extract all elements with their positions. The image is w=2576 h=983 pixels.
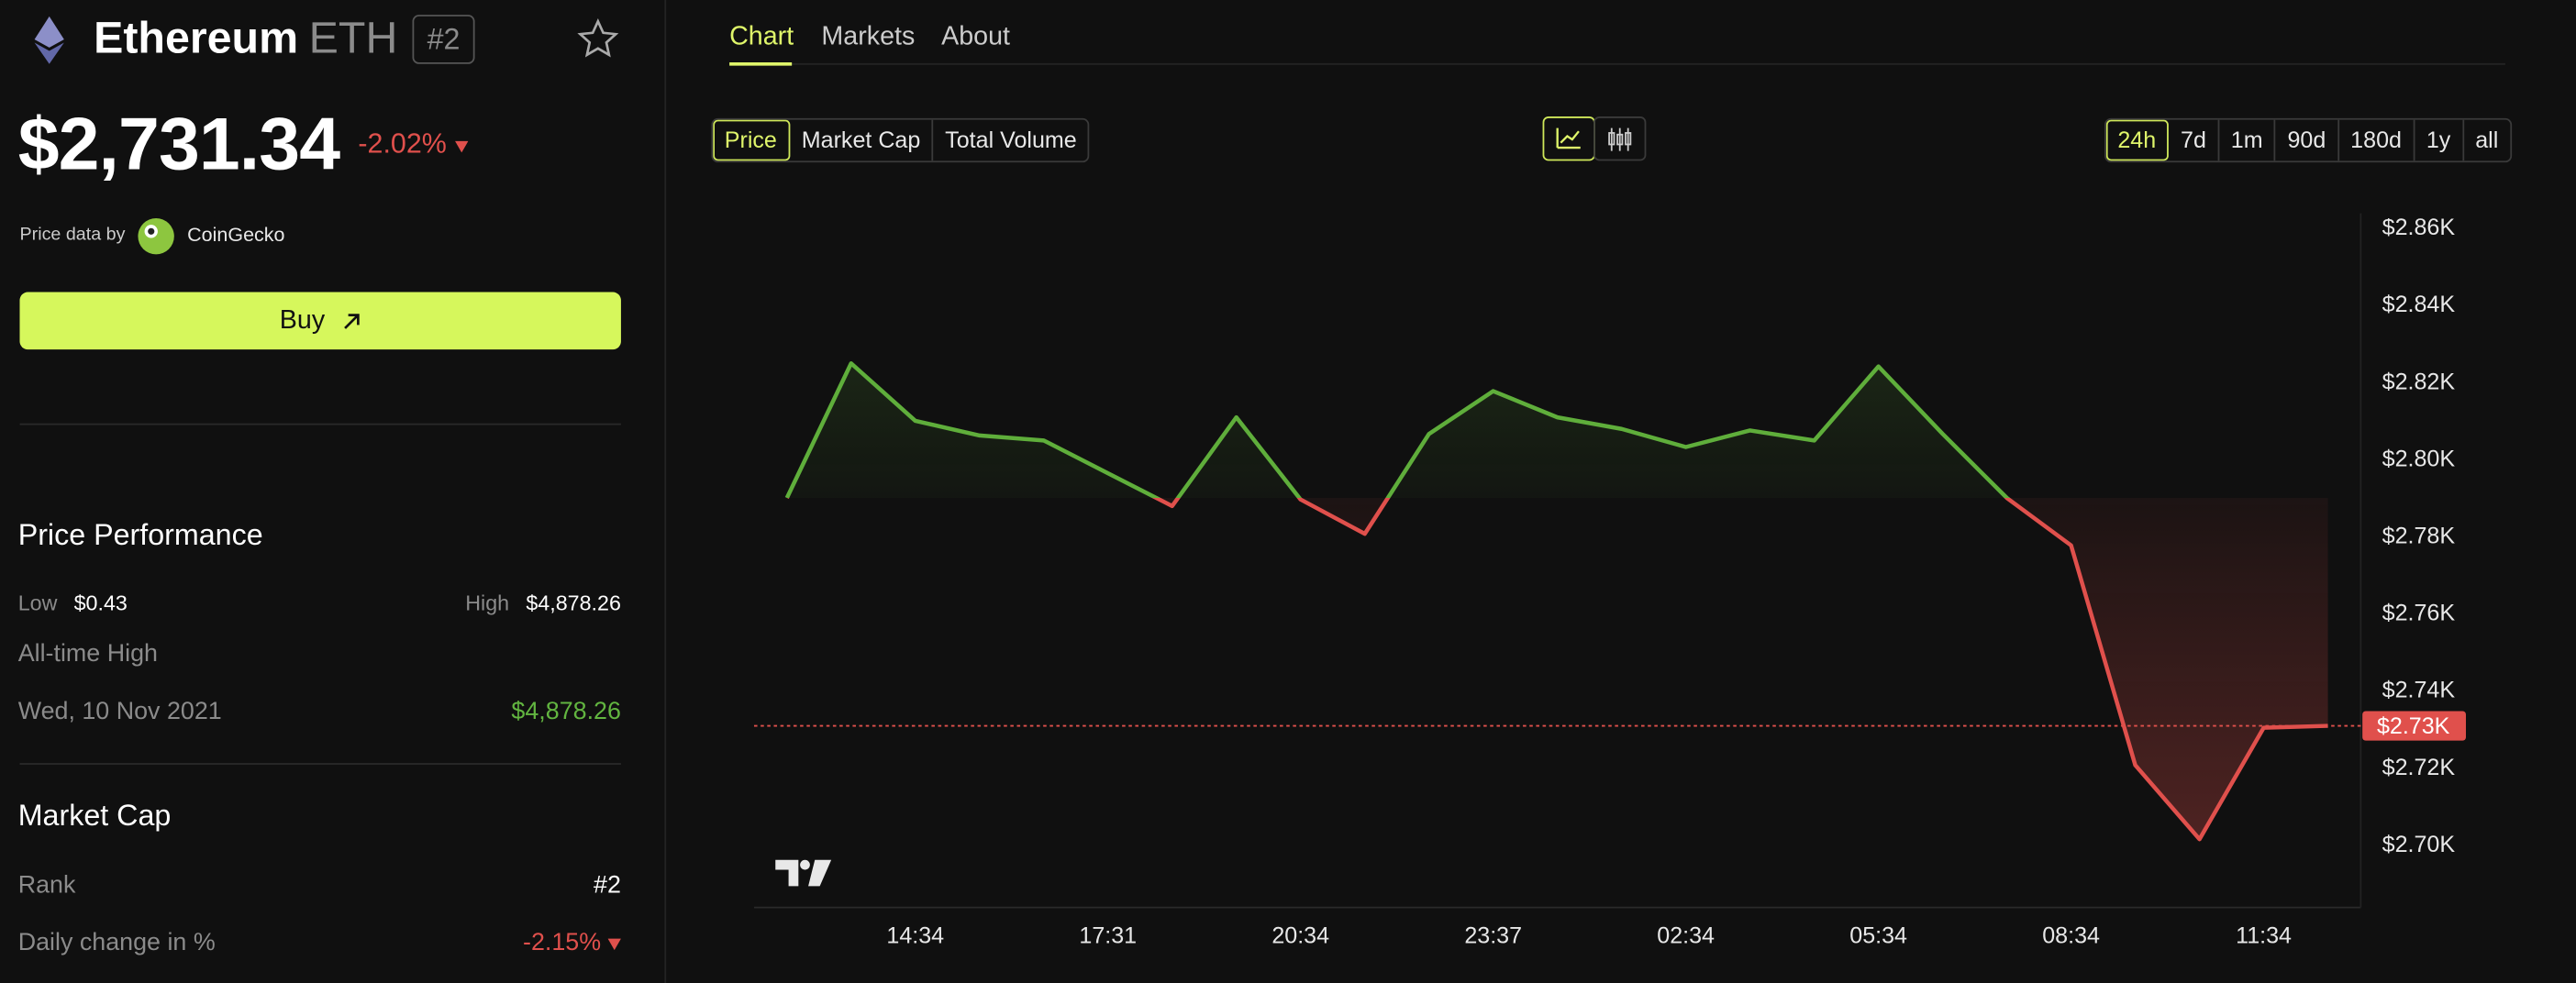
source-name: CoinGecko: [187, 223, 285, 247]
daily-change-label: Daily change in %: [17, 928, 216, 957]
current-price-badge: [2362, 711, 2466, 741]
daily-change: -2.15%: [523, 929, 621, 956]
range-button[interactable]: 7d: [2169, 119, 2220, 161]
x-tick-label: 20:34: [1271, 922, 1329, 948]
source-prefix: Price data by: [19, 225, 126, 245]
coin-symbol: ETH: [308, 13, 398, 63]
y-tick-label: $2.84K: [2382, 292, 2456, 317]
tab[interactable]: Chart: [729, 23, 794, 51]
separator: [19, 763, 621, 765]
ath-label: All-time High: [17, 639, 158, 668]
section-title: Market Cap: [17, 799, 172, 833]
price-area: [786, 363, 2328, 840]
x-tick-label: 02:34: [1657, 922, 1715, 948]
metric-button[interactable]: Total Volume: [945, 126, 1077, 153]
y-tick-label: $2.82K: [2382, 369, 2456, 394]
price: $2,731.34: [17, 101, 340, 186]
metric-button[interactable]: Price: [713, 119, 791, 161]
eth-logo: [34, 16, 64, 64]
separator: [19, 423, 621, 425]
tab[interactable]: About: [941, 23, 1011, 51]
price-line: [784, 361, 2328, 842]
range-group: 24h 7d 1m 90d 180d 1y all: [2104, 117, 2512, 163]
y-tick-label: $2.76K: [2382, 601, 2456, 626]
range-button[interactable]: 1y: [2415, 119, 2464, 161]
buy-button[interactable]: Buy: [19, 292, 621, 350]
x-tick-label: 23:37: [1464, 922, 1522, 948]
line-chart-icon[interactable]: [1542, 116, 1595, 161]
y-tick-label: $2.72K: [2382, 755, 2456, 780]
range-button[interactable]: 24h: [2105, 119, 2170, 161]
favorite-star[interactable]: [577, 18, 619, 58]
y-tick-label: $2.86K: [2382, 215, 2456, 240]
current-price-label: $2.73K: [2377, 713, 2450, 739]
price-change-text: -2.02%: [358, 127, 447, 160]
y-tick-label: $2.78K: [2382, 524, 2456, 549]
high-value: $4,878.26: [526, 591, 621, 616]
candle-chart-icon[interactable]: [1593, 116, 1647, 161]
x-tick-label: 05:34: [1849, 922, 1907, 948]
range-button[interactable]: 180d: [2339, 119, 2415, 161]
high-label: High: [465, 591, 510, 616]
tradingview-logo: [775, 859, 832, 887]
x-tick-label: 17:31: [1079, 922, 1137, 948]
daily-change-text: -2.15%: [523, 928, 602, 957]
buy-arrow: [343, 313, 360, 328]
rank-badge: #2: [412, 15, 475, 64]
down-arrow: [454, 140, 468, 153]
tab[interactable]: Markets: [821, 23, 916, 51]
metric-button[interactable]: Market Cap: [790, 119, 934, 161]
x-tick-label: 08:34: [2042, 922, 2100, 948]
range-button[interactable]: 1m: [2219, 119, 2276, 161]
metric-group: Price Market Cap Total Volume: [711, 117, 1091, 163]
x-tick-label: 11:34: [2236, 922, 2292, 948]
range-button[interactable]: 90d: [2276, 119, 2339, 161]
y-tick-label: $2.70K: [2382, 832, 2456, 857]
y-tick-label: $2.80K: [2382, 446, 2456, 471]
coingecko-logo: [138, 218, 174, 255]
rank-value: #2: [594, 871, 621, 900]
range-button[interactable]: all: [2475, 126, 2499, 153]
buy-label: Buy: [279, 305, 326, 335]
ath-value: $4,878.26: [511, 697, 621, 726]
coin-name: Ethereum: [94, 13, 299, 63]
down-arrow: [607, 938, 621, 951]
rank-label: Rank: [17, 871, 76, 900]
y-tick-label: $2.74K: [2382, 678, 2456, 703]
section-title: Price Performance: [17, 518, 263, 552]
low-value: $0.43: [73, 591, 128, 616]
price-change: -2.02%: [358, 127, 468, 161]
ath-date: Wed, 10 Nov 2021: [17, 697, 222, 726]
x-tick-label: 14:34: [886, 922, 944, 948]
low-label: Low: [17, 591, 58, 616]
